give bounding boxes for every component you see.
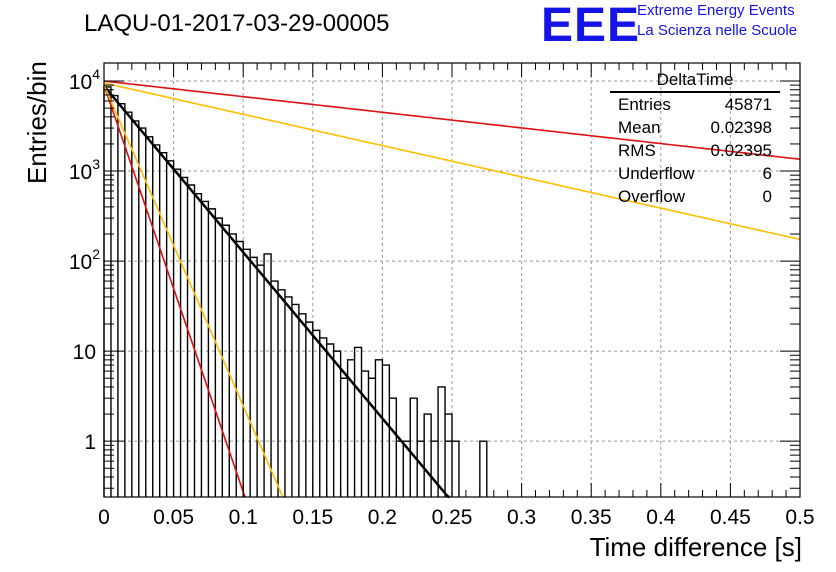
fit-curve-slow-orange <box>103 82 801 241</box>
x-tick-label: 0 <box>98 506 110 529</box>
stats-value: 6 <box>762 164 772 183</box>
stats-label: Underflow <box>618 164 695 183</box>
stats-row-rms: RMS 0.02395 <box>610 139 780 162</box>
y-tick-label: 104 <box>69 66 100 94</box>
chart-title: LAQU-01-2017-03-29-00005 <box>84 10 390 37</box>
x-tick-label: 0.2 <box>368 506 397 529</box>
stats-title: DeltaTime <box>610 70 780 93</box>
eee-logo: EEE <box>541 0 641 52</box>
x-tick-label: 0.25 <box>432 506 473 529</box>
stats-label: Mean <box>618 118 661 137</box>
stats-value: 0.02395 <box>710 141 772 160</box>
y-axis-label: Entries/bin <box>22 61 52 184</box>
logo-line-1: Extreme Energy Events <box>637 2 795 19</box>
fit-curve-fast-orange <box>103 84 284 498</box>
y-tick-base: 10 <box>69 71 92 94</box>
x-tick-label: 0.4 <box>646 506 676 529</box>
y-tick-label: 10 <box>73 341 96 364</box>
stats-row-entries: Entries 45871 <box>610 93 780 116</box>
stats-row-overflow: Overflow 0 <box>610 185 780 208</box>
stats-label: RMS <box>618 141 656 160</box>
x-tick-label: 0.5 <box>785 506 814 529</box>
stats-label: Overflow <box>618 187 686 206</box>
stats-row-mean: Mean 0.02398 <box>610 116 780 139</box>
fit-curve-slow-red <box>103 80 801 161</box>
stats-box: DeltaTime Entries 45871 Mean 0.02398 RMS… <box>610 70 780 208</box>
stats-value: 0 <box>762 187 772 206</box>
stats-row-underflow: Underflow 6 <box>610 162 780 185</box>
logo-line-2: La Scienza nelle Scuole <box>637 22 798 39</box>
y-tick-label: 102 <box>69 246 100 274</box>
y-tick-base: 10 <box>69 161 92 184</box>
x-tick-label: 0.35 <box>571 506 612 529</box>
stats-value: 45871 <box>724 95 772 114</box>
x-tick-label: 0.3 <box>507 506 536 529</box>
x-tick-label: 0.45 <box>710 506 751 529</box>
x-axis-label: Time difference [s] <box>589 532 802 562</box>
axes: 0 0.05 0.1 0.15 0.2 0.25 0.3 0.35 0.4 0.45 0.51041… <box>69 62 815 529</box>
fit-curves <box>103 80 801 499</box>
y-tick-label: 103 <box>69 156 100 184</box>
y-tick-exponent: 3 <box>92 156 100 172</box>
y-tick-exponent: 4 <box>92 66 100 82</box>
stats-value: 0.02398 <box>710 118 772 137</box>
histogram <box>103 86 488 497</box>
stats-label: Entries <box>618 95 671 114</box>
y-tick-base: 10 <box>69 251 92 274</box>
fit-curve-fast-red <box>103 84 246 498</box>
x-tick-label: 0.05 <box>153 506 194 529</box>
x-tick-label: 0.15 <box>292 506 333 529</box>
y-tick-exponent: 2 <box>92 246 100 262</box>
histogram-bars <box>103 86 488 497</box>
x-tick-label: 0.1 <box>229 506 258 529</box>
y-tick-label: 1 <box>84 431 96 454</box>
fit-curve-fit <box>103 85 450 499</box>
